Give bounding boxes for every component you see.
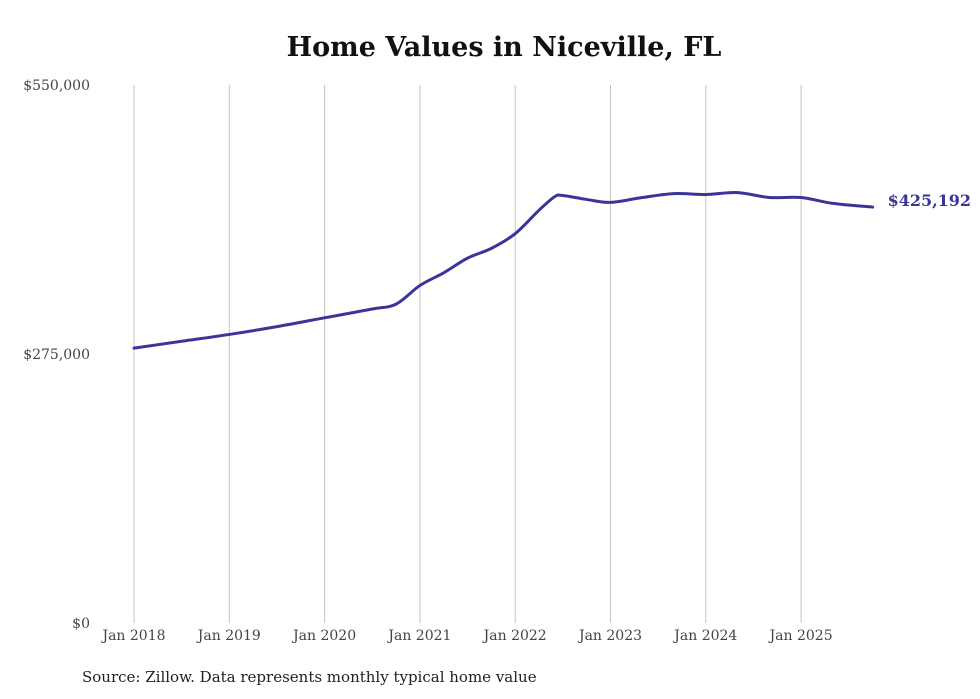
- x-tick-label: Jan 2019: [196, 628, 261, 644]
- x-tick-label: Jan 2021: [386, 628, 451, 644]
- series-line: [132, 191, 875, 350]
- x-tick-label: Jan 2025: [768, 628, 833, 644]
- source-note: Source: Zillow. Data represents monthly …: [82, 668, 537, 686]
- y-tick-label: $275,000: [23, 347, 90, 363]
- x-tick-label: Jan 2022: [482, 628, 547, 644]
- chart-title: Home Values in Niceville, FL: [286, 32, 722, 63]
- y-tick-label: $0: [72, 616, 90, 632]
- x-tick-label: Jan 2020: [291, 628, 356, 644]
- x-tick-label: Jan 2023: [577, 628, 642, 644]
- x-tick-label: Jan 2018: [100, 628, 165, 644]
- y-tick-label: $550,000: [23, 78, 90, 94]
- end-value-label: $425,192: [888, 191, 972, 210]
- x-tick-label: Jan 2024: [672, 628, 737, 644]
